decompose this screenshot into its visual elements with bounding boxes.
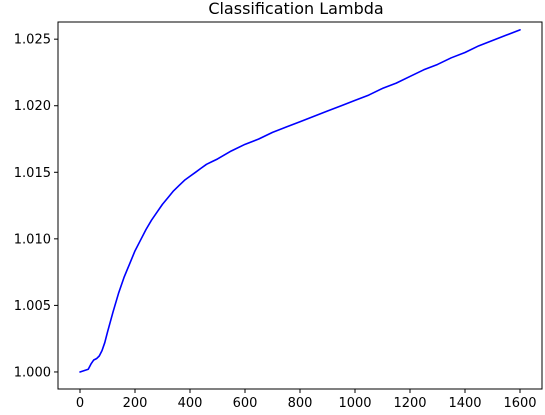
- x-tick-label: 0: [76, 396, 84, 411]
- y-tick-label: 1.025: [14, 33, 51, 48]
- x-axis: 0 200 400 600 800 1000 1200 1400 1600: [76, 389, 537, 411]
- plot-frame: [57, 21, 543, 390]
- y-tick-label: 1.010: [14, 232, 51, 247]
- x-tick-label: 1600: [503, 396, 536, 411]
- y-axis: 1.000 1.005 1.010 1.015 1.020 1.025: [14, 33, 58, 380]
- plot-area: [57, 21, 543, 390]
- x-tick-label: 1400: [448, 396, 481, 411]
- y-tick-label: 1.005: [14, 299, 51, 314]
- x-tick-label: 800: [288, 396, 313, 411]
- x-tick-label: 1000: [338, 396, 371, 411]
- series-line-0: [79, 29, 521, 373]
- x-tick-label: 600: [233, 396, 258, 411]
- y-tick-label: 1.000: [14, 365, 51, 380]
- y-tick-label: 1.020: [14, 99, 51, 114]
- x-tick-label: 1200: [393, 396, 426, 411]
- series-layer: [79, 29, 521, 373]
- y-tick-label: 1.015: [14, 166, 51, 181]
- x-tick-label: 200: [123, 396, 148, 411]
- chart-title: Classification Lambda: [208, 0, 383, 18]
- x-tick-label: 400: [178, 396, 203, 411]
